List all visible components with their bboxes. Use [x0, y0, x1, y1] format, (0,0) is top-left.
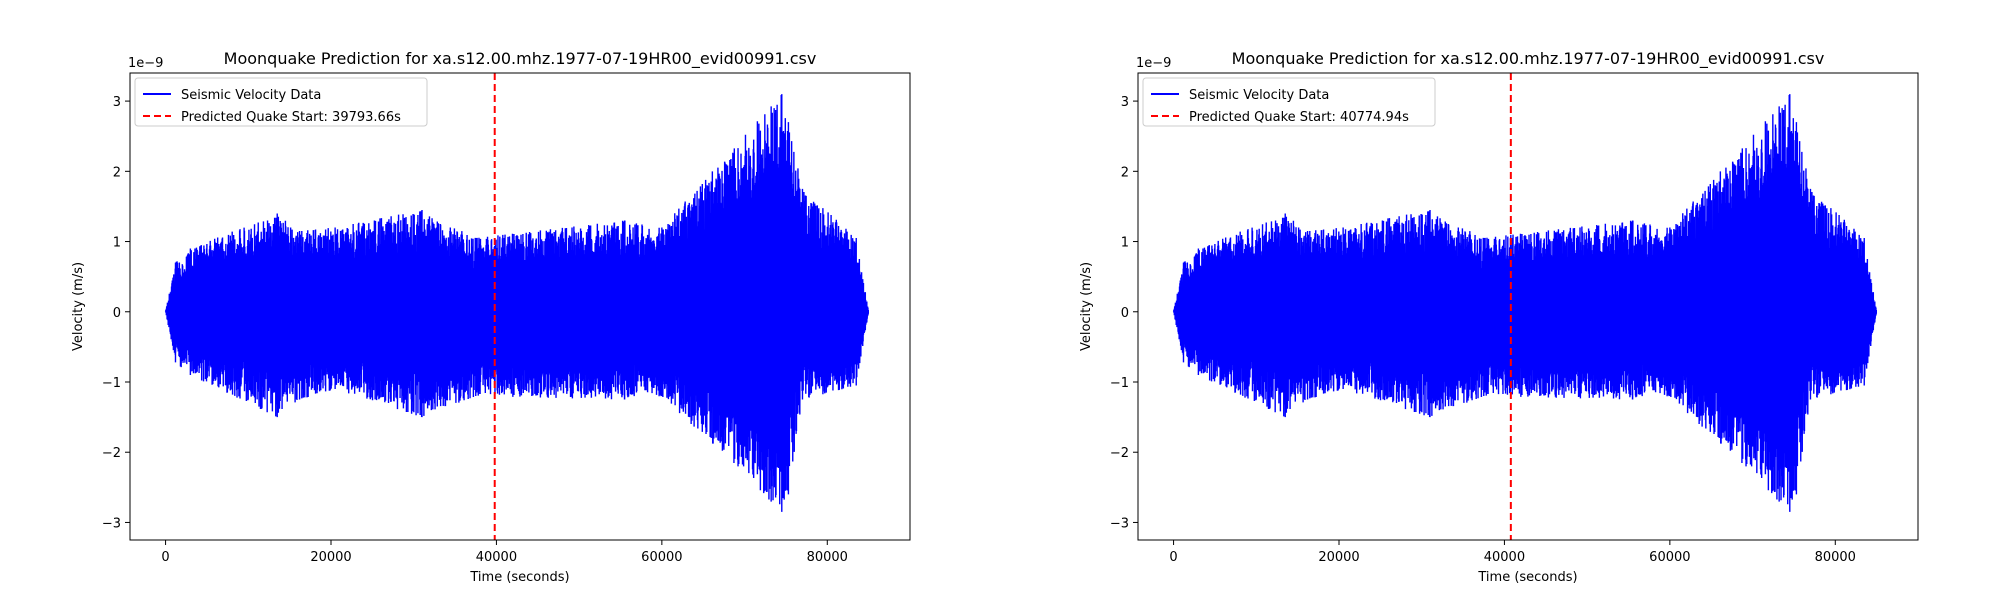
x-tick-label: 40000: [1484, 550, 1525, 565]
x-axis-label: Time (seconds): [1477, 570, 1577, 585]
x-tick-label: 0: [161, 550, 169, 565]
legend-label: Seismic Velocity Data: [1189, 88, 1329, 103]
legend-label: Predicted Quake Start: 40774.94s: [1189, 110, 1409, 125]
seismic-trace-line: [1172, 94, 1878, 512]
y-tick-label: −2: [102, 446, 121, 461]
y-tick-label: −3: [102, 516, 121, 531]
legend-box: [134, 77, 428, 127]
y-tick-label: 2: [1121, 165, 1129, 180]
legend-label: Predicted Quake Start: 39793.66s: [181, 110, 401, 125]
chart-panel-2: 0 20000 40000 60000 80000 −3 −2 −1 0 1 2 3 1e−9 Moonq…: [1079, 49, 1919, 585]
legend-label: Seismic Velocity Data: [181, 88, 321, 103]
x-axis-label: Time (seconds): [469, 570, 569, 585]
x-tick-label: 60000: [1649, 550, 1690, 565]
y-axis-label: Velocity (m/s): [71, 262, 86, 351]
x-tick-label: 80000: [807, 550, 848, 565]
y-tick-label: −2: [1110, 446, 1129, 461]
y-tick-label: −1: [102, 376, 121, 391]
y-tick-label: 1: [1121, 236, 1129, 251]
y-tick-label: 3: [1121, 95, 1129, 110]
seismic-trace-line: [164, 94, 870, 512]
y-tick-label: 0: [1121, 306, 1129, 321]
legend: Seismic Velocity Data Predicted Quake Sta…: [134, 77, 428, 127]
y-tick-label: 2: [113, 165, 121, 180]
axes-frame: [129, 72, 911, 541]
chart-title: Moonquake Prediction for xa.s12.00.mhz.1…: [224, 49, 817, 69]
x-tick-label: 20000: [310, 550, 351, 565]
x-tick-label: 40000: [476, 550, 517, 565]
chart-panel-1: 0 20000 40000 60000 80000 −3 −2 −1 0 1 2 3 1e−9 Moonq…: [71, 49, 911, 585]
y-tick-label: −3: [1110, 516, 1129, 531]
y-scale-offset-label: 1e−9: [1136, 56, 1171, 71]
x-tick-label: 0: [1169, 550, 1177, 565]
chart-title: Moonquake Prediction for xa.s12.00.mhz.1…: [1232, 49, 1825, 69]
axes-frame: [1137, 72, 1919, 541]
y-axis-label: Velocity (m/s): [1079, 262, 1094, 351]
x-tick-label: 80000: [1815, 550, 1856, 565]
x-tick-label: 20000: [1318, 550, 1359, 565]
y-tick-label: −1: [1110, 376, 1129, 391]
legend-box: [1142, 77, 1436, 127]
y-tick-label: 3: [113, 95, 121, 110]
y-scale-offset-label: 1e−9: [128, 56, 163, 71]
y-tick-label: 1: [113, 236, 121, 251]
y-tick-label: 0: [113, 306, 121, 321]
x-tick-label: 60000: [641, 550, 682, 565]
legend: Seismic Velocity Data Predicted Quake Sta…: [1142, 77, 1436, 127]
